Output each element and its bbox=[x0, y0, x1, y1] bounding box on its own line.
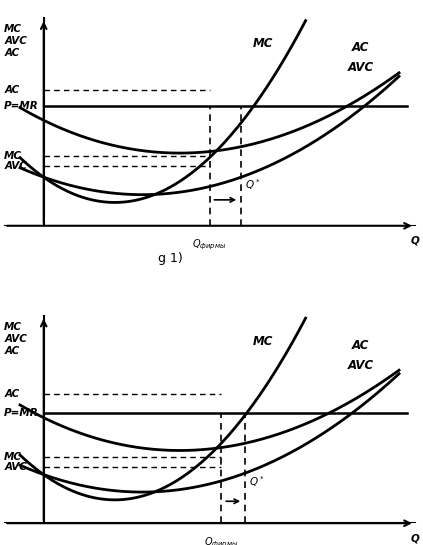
Text: AVC: AVC bbox=[348, 61, 374, 74]
Text: MC: MC bbox=[253, 37, 273, 50]
Text: AC: AC bbox=[4, 85, 19, 95]
Text: AC: AC bbox=[4, 49, 19, 58]
Text: AVC: AVC bbox=[4, 462, 27, 473]
Text: AC: AC bbox=[352, 41, 369, 55]
Text: AC: AC bbox=[352, 338, 369, 352]
Text: MC: MC bbox=[4, 322, 22, 332]
Text: AC: AC bbox=[4, 389, 19, 398]
Text: AVC: AVC bbox=[348, 359, 374, 372]
Text: MC: MC bbox=[4, 25, 22, 34]
Text: AC: AC bbox=[4, 346, 19, 356]
Text: MC: MC bbox=[4, 452, 22, 462]
Text: $Q_{\mathit{фирмы}}$: $Q_{\mathit{фирмы}}$ bbox=[192, 238, 227, 252]
Text: g 1): g 1) bbox=[158, 252, 182, 265]
Text: P=MR: P=MR bbox=[4, 409, 39, 419]
Text: AVC: AVC bbox=[4, 37, 27, 46]
Text: MC: MC bbox=[253, 335, 273, 348]
Text: AVC: AVC bbox=[4, 161, 27, 171]
Text: $Q_{\mathit{фирмы}}$: $Q_{\mathit{фирмы}}$ bbox=[204, 535, 239, 545]
Text: Q: Q bbox=[410, 533, 419, 543]
Text: MC: MC bbox=[4, 151, 22, 161]
Text: Q: Q bbox=[410, 236, 419, 246]
Text: $Q^*$: $Q^*$ bbox=[245, 177, 261, 192]
Text: AVC: AVC bbox=[4, 334, 27, 344]
Text: $Q^*$: $Q^*$ bbox=[249, 475, 265, 489]
Text: P=MR: P=MR bbox=[4, 101, 39, 111]
